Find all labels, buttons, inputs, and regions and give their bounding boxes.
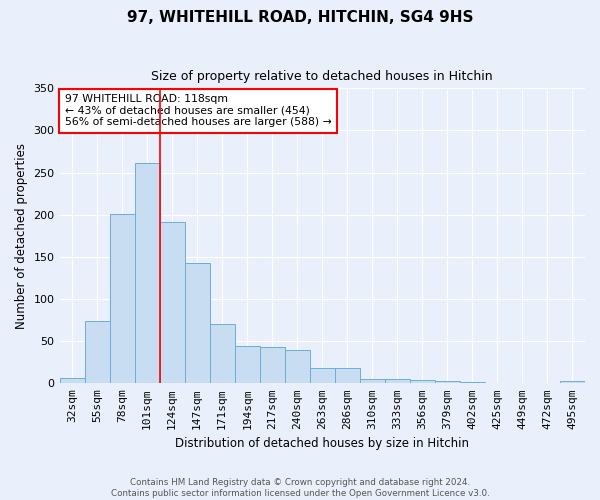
Bar	[435, 381, 460, 384]
Bar	[110, 214, 134, 384]
Bar	[134, 164, 160, 384]
Text: 97 WHITEHILL ROAD: 118sqm
← 43% of detached houses are smaller (454)
56% of semi: 97 WHITEHILL ROAD: 118sqm ← 43% of detac…	[65, 94, 332, 128]
Text: Contains HM Land Registry data © Crown copyright and database right 2024.
Contai: Contains HM Land Registry data © Crown c…	[110, 478, 490, 498]
Bar	[59, 378, 85, 384]
Bar	[385, 379, 410, 384]
Bar	[235, 346, 260, 384]
Bar	[410, 380, 435, 384]
Bar	[460, 382, 485, 384]
Text: 97, WHITEHILL ROAD, HITCHIN, SG4 9HS: 97, WHITEHILL ROAD, HITCHIN, SG4 9HS	[127, 10, 473, 25]
Bar	[209, 324, 235, 384]
Bar	[85, 321, 110, 384]
Bar	[185, 263, 209, 384]
Bar	[360, 379, 385, 384]
Bar	[160, 222, 185, 384]
Bar	[560, 381, 585, 384]
Bar	[285, 350, 310, 384]
Y-axis label: Number of detached properties: Number of detached properties	[15, 143, 28, 329]
X-axis label: Distribution of detached houses by size in Hitchin: Distribution of detached houses by size …	[175, 437, 469, 450]
Bar	[335, 368, 360, 384]
Bar	[310, 368, 335, 384]
Bar	[260, 347, 285, 384]
Title: Size of property relative to detached houses in Hitchin: Size of property relative to detached ho…	[151, 70, 493, 83]
